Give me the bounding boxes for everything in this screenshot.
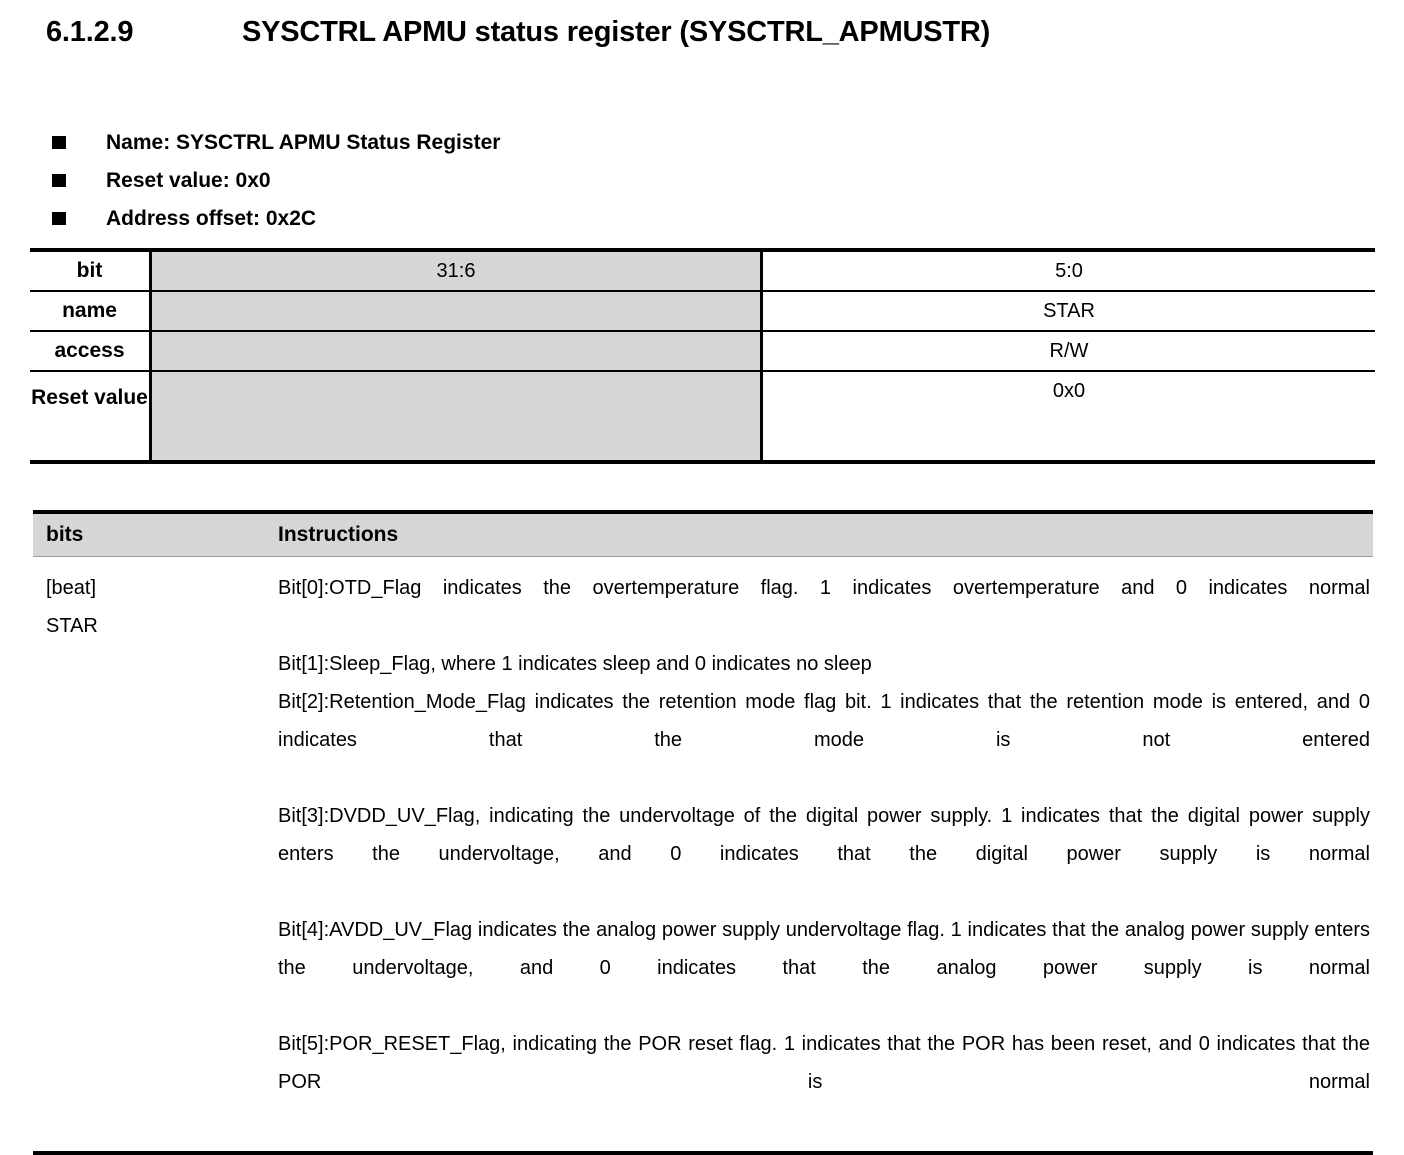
page-title: 6.1.2.9 SYSCTRL APMU status register (SYS…: [46, 16, 990, 49]
section-title-text: SYSCTRL APMU status register (SYSCTRL_AP…: [242, 16, 991, 48]
column-header-instructions: Instructions: [278, 523, 399, 546]
register-properties-list: Name: SYSCTRL APMU Status Register Reset…: [52, 128, 1052, 242]
bitfield-low-bit: 5:0: [763, 252, 1375, 290]
instruction-paragraph-bit1: Bit[1]:Sleep_Flag, where 1 indicates sle…: [278, 653, 872, 675]
table-row: Reset value 0x0: [30, 372, 1375, 460]
column-header-bits: bits: [46, 523, 84, 546]
instruction-paragraph-bit2: Bit[2]:Retention_Mode_Flag indicates the…: [278, 691, 1370, 751]
bit-instructions-table: bits Instructions [beat] STAR Bit[0]:OTD…: [33, 510, 1373, 1155]
list-item-label: Name: SYSCTRL APMU Status Register: [106, 131, 501, 154]
section-number: 6.1.2.9: [46, 16, 134, 48]
instruction-paragraph-bit4: Bit[4]:AVDD_UV_Flag indicates the analog…: [278, 919, 1370, 979]
bitfield-high-reset-value: [152, 372, 763, 460]
instruction-paragraph-bit0: Bit[0]:OTD_Flag indicates the overtemper…: [278, 577, 1370, 599]
table-row: [beat] STAR Bit[0]:OTD_Flag indicates th…: [33, 557, 1373, 1151]
filled-square-bullet-icon: [52, 136, 66, 149]
bits-cell: [beat] STAR: [33, 569, 278, 1139]
filled-square-bullet-icon: [52, 174, 66, 187]
table-row: access R/W: [30, 332, 1375, 372]
register-bitfield-table: bit 31:6 5:0 name STAR access R/W Reset …: [30, 248, 1375, 464]
list-item: Address offset: 0x2C: [52, 204, 1052, 242]
bitfield-high-name: [152, 292, 763, 330]
bits-line-1: [beat]: [46, 577, 97, 599]
filled-square-bullet-icon: [52, 212, 66, 225]
instruction-paragraph-bit3: Bit[3]:DVDD_UV_Flag, indicating the unde…: [278, 805, 1370, 865]
list-item-label: Reset value: 0x0: [106, 169, 271, 192]
bitfield-low-name: STAR: [763, 292, 1375, 330]
list-item: Reset value: 0x0: [52, 166, 1052, 204]
table-header-row: bits Instructions: [33, 514, 1373, 557]
instructions-cell: Bit[0]:OTD_Flag indicates the overtemper…: [278, 569, 1373, 1139]
table-row: name STAR: [30, 292, 1375, 332]
row-label-access: access: [30, 332, 152, 370]
bitfield-low-access: R/W: [763, 332, 1375, 370]
row-label-bit: bit: [30, 252, 152, 290]
row-label-name: name: [30, 292, 152, 330]
bitfield-low-reset-value: 0x0: [763, 372, 1375, 460]
list-item-label: Address offset: 0x2C: [106, 207, 317, 230]
bitfield-high-bit: 31:6: [152, 252, 763, 290]
row-label-reset-value: Reset value: [30, 372, 152, 460]
bits-line-2: STAR: [46, 615, 98, 637]
list-item: Name: SYSCTRL APMU Status Register: [52, 128, 1052, 166]
bitfield-high-access: [152, 332, 763, 370]
instruction-paragraph-bit5: Bit[5]:POR_RESET_Flag, indicating the PO…: [278, 1033, 1370, 1093]
table-row: bit 31:6 5:0: [30, 252, 1375, 292]
